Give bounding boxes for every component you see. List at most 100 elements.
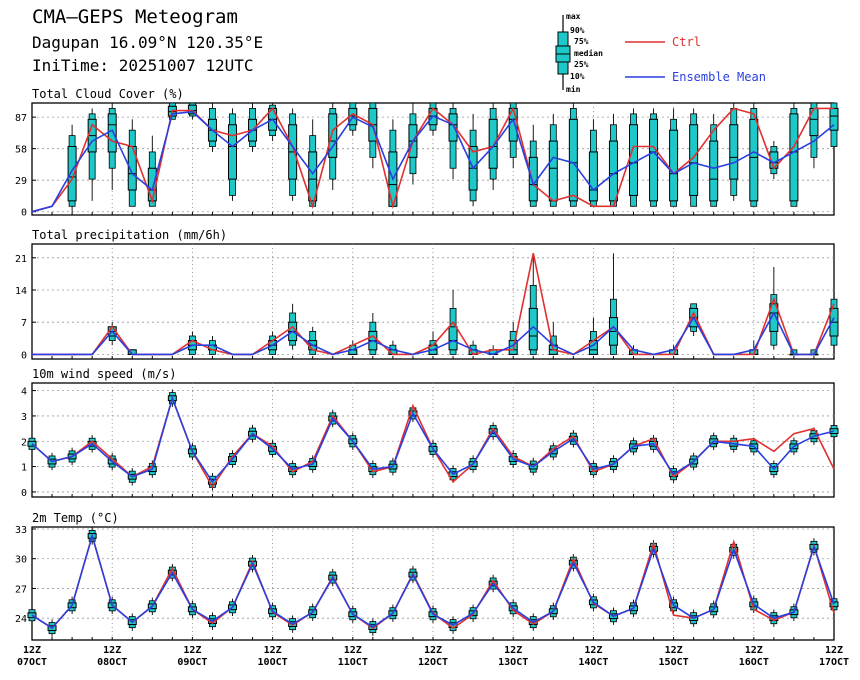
temp-box-outer	[630, 602, 637, 615]
temp-box-outer	[289, 618, 297, 631]
precip-box-outer	[108, 326, 116, 341]
temp-box-outer	[249, 557, 256, 570]
cloud-ytick-label: 0	[21, 208, 27, 219]
temp-box-outer	[610, 610, 617, 623]
cloud-box-outer	[750, 108, 758, 207]
temp-box-outer	[690, 612, 698, 625]
temp-box-outer	[329, 571, 337, 584]
cloud-ytick-label: 87	[15, 113, 27, 124]
wind-ctrl-line	[31, 395, 835, 489]
temp-box-iqr	[288, 621, 298, 628]
cloud-box-iqr	[207, 118, 217, 142]
wind-box-outer	[28, 437, 36, 450]
wind-box-outer	[88, 437, 96, 450]
temp-box-outer	[48, 622, 56, 635]
temp-box-iqr	[649, 545, 659, 552]
cloud-box-outer	[309, 135, 317, 207]
temp-box-iqr	[629, 605, 638, 612]
temp-box-iqr	[388, 610, 398, 617]
cloud-box-iqr	[448, 113, 458, 142]
wind-box-outer	[128, 470, 136, 483]
precip-box-iqr	[508, 340, 518, 355]
temp-box-iqr	[107, 602, 117, 609]
wind-box-iqr	[308, 461, 318, 467]
precip-box-iqr	[308, 340, 318, 351]
cloud-box-outer	[148, 151, 156, 207]
cloud-box-iqr	[649, 118, 659, 202]
precip-box-outer	[610, 298, 617, 355]
wind-box-outer	[670, 468, 677, 481]
wind-box-iqr	[749, 443, 759, 450]
legend-median-label: median	[574, 48, 603, 58]
precip-ctrl-line	[32, 253, 835, 356]
temp-box-outer	[790, 606, 798, 619]
temp-box-outer	[429, 608, 437, 621]
precip-box-iqr	[789, 353, 799, 356]
wind-box-outer	[549, 445, 557, 458]
wind-box-outer	[289, 463, 297, 476]
temp-box-iqr	[167, 569, 177, 576]
temp-box-outer	[730, 543, 738, 556]
precip-box-iqr	[368, 330, 378, 351]
wind-box-iqr	[468, 461, 478, 467]
temp-box-iqr	[348, 611, 358, 618]
temp-box-iqr	[588, 599, 598, 606]
wind-box-iqr	[809, 433, 819, 440]
time-axis-date-label: 08OCT	[97, 657, 127, 668]
wind-box-outer	[650, 437, 657, 450]
wind-box-iqr	[107, 458, 117, 465]
cloud-box-iqr	[508, 107, 518, 142]
wind-speed-title: 10m wind speed (m/s)	[32, 367, 177, 381]
cloud-box-outer	[469, 129, 477, 202]
cloud-box-outer	[590, 129, 597, 207]
wind-box-iqr	[769, 466, 779, 473]
time-axis-hour-label: 12Z	[424, 645, 442, 656]
cloud-box-iqr	[749, 118, 759, 202]
wind-box-outer	[349, 435, 357, 448]
wind-box-outer	[309, 458, 317, 471]
temp-ctrl-line	[31, 533, 835, 630]
time-axis-hour-label: 12Z	[103, 645, 121, 656]
cloud-box-outer	[269, 104, 277, 137]
cloud-box-iqr	[689, 124, 699, 196]
precip-box-outer	[790, 349, 798, 355]
temp-box-outer	[369, 621, 377, 634]
temp-box-outer	[670, 599, 677, 612]
wind-box-iqr	[147, 466, 157, 473]
temp-box-iqr	[308, 609, 318, 616]
temp-box-iqr	[548, 608, 558, 615]
precip-box-outer	[810, 349, 818, 355]
cloud-box-iqr	[288, 124, 298, 180]
temp-box-iqr	[87, 533, 97, 539]
init-time-label: IniTime: 20251007 12UTC	[32, 56, 254, 75]
temp-box-iqr	[608, 613, 618, 620]
temp-box-iqr	[508, 605, 518, 612]
cloud-box-iqr	[388, 151, 398, 207]
cloud-box-iqr	[769, 151, 779, 169]
cloud-box-outer	[810, 102, 818, 158]
time-axis-date-label: 07OCT	[17, 657, 47, 668]
temp-box-iqr	[709, 606, 719, 613]
temp-box-iqr	[468, 610, 478, 617]
wind-box-outer	[249, 427, 256, 440]
wind-box-outer	[509, 453, 517, 465]
precip-box-outer	[429, 340, 437, 355]
wind-box-iqr	[649, 440, 659, 447]
temp-box-iqr	[829, 601, 839, 608]
cloud-box-iqr	[248, 118, 258, 142]
legend: max 90% 75% median 25% 10% min Ctrl Ense…	[555, 12, 766, 94]
cloud-box-outer	[670, 118, 677, 207]
temp-box-outer	[128, 616, 136, 629]
legend-p75-label: 75%	[574, 37, 589, 46]
cloud-box-iqr	[729, 124, 739, 180]
wind-box-outer	[168, 392, 176, 405]
precip-ytick-label: 7	[21, 318, 27, 329]
cloud-box-iqr	[107, 113, 117, 153]
wind-box-outer	[730, 437, 738, 450]
precip-box-iqr	[268, 340, 278, 351]
wind-box-outer	[229, 453, 236, 465]
cloud-frame	[31, 102, 835, 216]
